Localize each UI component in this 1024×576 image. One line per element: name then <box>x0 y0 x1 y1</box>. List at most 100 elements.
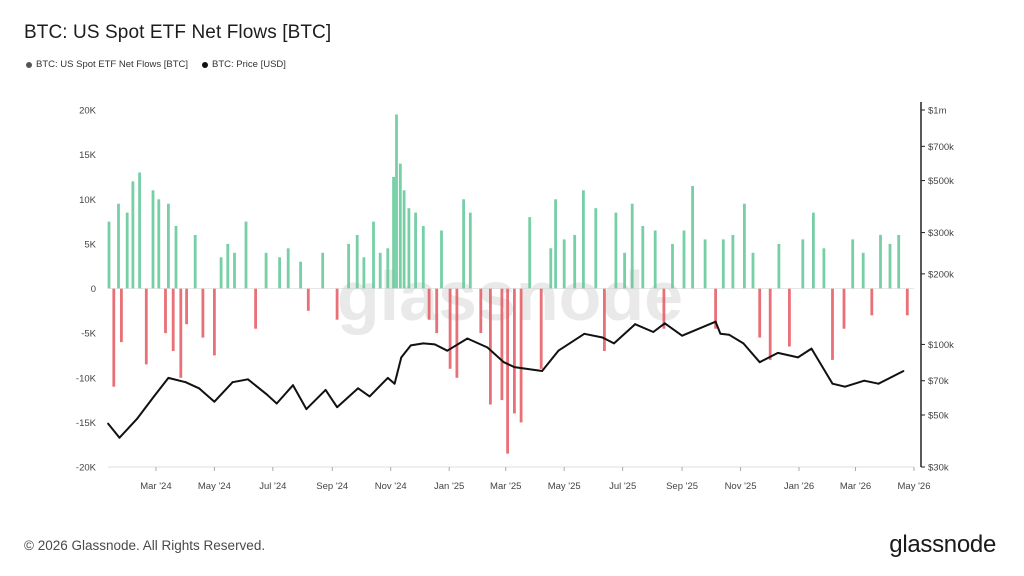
axis-lines <box>108 102 922 468</box>
inflow-bar <box>468 212 472 289</box>
outflow-bar <box>179 288 183 378</box>
outflow-bar <box>662 288 666 329</box>
right-tick-label: $100k <box>928 340 954 351</box>
price-point <box>513 366 516 368</box>
inflow-bar <box>582 190 585 289</box>
outflow-bar <box>254 288 257 329</box>
outflow-bar <box>506 288 509 454</box>
price-point <box>393 382 396 385</box>
x-tick-label: Mar '25 <box>490 481 521 492</box>
right-tick-label: $200k <box>928 269 954 280</box>
price-point <box>433 343 436 346</box>
right-tick-label: $50k <box>928 410 949 421</box>
inflow-bar <box>822 248 826 289</box>
price-point <box>446 349 449 352</box>
outflow-bar <box>768 288 772 360</box>
outflow-bar <box>213 288 216 356</box>
outflow-bar <box>489 288 492 405</box>
inflow-bar <box>562 239 566 289</box>
inflow-bar <box>721 239 725 289</box>
left-tick-label: 20K <box>79 106 97 117</box>
price-point <box>728 333 730 336</box>
price-point <box>742 342 745 345</box>
right-tick-label: $70k <box>928 376 949 387</box>
outflow-bar <box>870 288 874 316</box>
price-point <box>810 347 813 350</box>
left-tick-label: 15K <box>79 150 97 161</box>
price-point <box>877 382 880 385</box>
x-tick-label: Jan '26 <box>784 481 814 492</box>
outflow-bar <box>714 288 717 329</box>
inflow-bar <box>777 243 781 289</box>
price-point <box>758 361 761 364</box>
outflow-bar <box>519 288 523 423</box>
inflow-bar <box>462 199 465 289</box>
inflow-bar <box>378 252 382 289</box>
outflow-bar <box>513 288 516 414</box>
legend-label-price: BTC: Price [USD] <box>212 59 286 70</box>
price-point <box>541 370 543 372</box>
price-point <box>557 349 560 352</box>
x-tick-label: Jan '25 <box>434 481 464 492</box>
outflow-bar <box>335 288 339 320</box>
left-tick-label: 10K <box>79 195 97 206</box>
inflow-bar <box>653 230 657 289</box>
price-point <box>583 332 586 335</box>
x-tick-label: Jul '24 <box>259 481 286 492</box>
legend: BTC: US Spot ETF Net Flows [BTC] BTC: Pr… <box>26 59 286 70</box>
inflow-bar <box>851 239 855 289</box>
price-point <box>863 379 866 382</box>
inflow-bar <box>614 212 618 289</box>
price-point <box>844 385 846 388</box>
inflow-bar <box>193 234 197 289</box>
price-point <box>357 387 359 390</box>
inflow-bar <box>549 248 553 289</box>
legend-item-flows[interactable]: BTC: US Spot ETF Net Flows [BTC] <box>26 59 188 70</box>
inflow-bar <box>751 252 755 289</box>
inflow-bar <box>897 234 901 289</box>
outflow-bar <box>905 288 909 316</box>
x-tick-label: Jul '25 <box>609 481 636 492</box>
inflow-bar <box>321 252 325 289</box>
price-point <box>831 382 834 385</box>
inflow-bar <box>743 203 746 289</box>
outflow-bar <box>435 288 439 334</box>
outflow-bar <box>448 288 452 369</box>
right-tick-label: $700k <box>928 142 954 153</box>
outflow-bar <box>455 288 459 378</box>
inflow-bar <box>392 176 395 289</box>
price-point <box>502 361 505 364</box>
legend-item-price[interactable]: BTC: Price [USD] <box>202 59 286 70</box>
outflow-bar <box>306 288 310 311</box>
inflow-bar <box>402 190 406 289</box>
inflow-bar <box>440 230 443 289</box>
right-tick-label: $30k <box>928 463 949 474</box>
inflow-bar <box>703 239 707 289</box>
legend-label-flows: BTC: US Spot ETF Net Flows [BTC] <box>36 59 189 70</box>
price-point <box>231 381 234 384</box>
inflow-bar <box>731 234 735 289</box>
inflow-bar <box>861 252 865 289</box>
price-point <box>135 418 138 420</box>
inflow-bar <box>174 226 178 289</box>
price-point <box>336 406 338 409</box>
price-point <box>663 322 666 325</box>
inflow-bar <box>151 190 155 289</box>
price-point <box>305 408 308 410</box>
left-axis-ticks: 20K 15K 10K 5K 0 -5K -10K -15K -20K <box>76 106 97 474</box>
left-tick-label: 5K <box>84 239 96 250</box>
inflow-bar <box>623 252 626 289</box>
price-point <box>167 377 170 379</box>
price-point <box>422 342 425 345</box>
x-axis-ticks: Mar '24 May '24 Jul '24 Sep '24 Nov '24 Jan '… <box>140 467 930 492</box>
price-point <box>777 352 779 354</box>
outflow-bar <box>500 288 504 401</box>
x-tick-label: May '24 <box>198 481 231 492</box>
inflow-bar <box>671 243 674 289</box>
inflow-bar <box>157 199 161 289</box>
glassnode-logo: glassnode <box>889 531 996 558</box>
price-point <box>118 436 121 439</box>
price-point <box>613 342 615 345</box>
inflow-bar <box>414 212 417 289</box>
